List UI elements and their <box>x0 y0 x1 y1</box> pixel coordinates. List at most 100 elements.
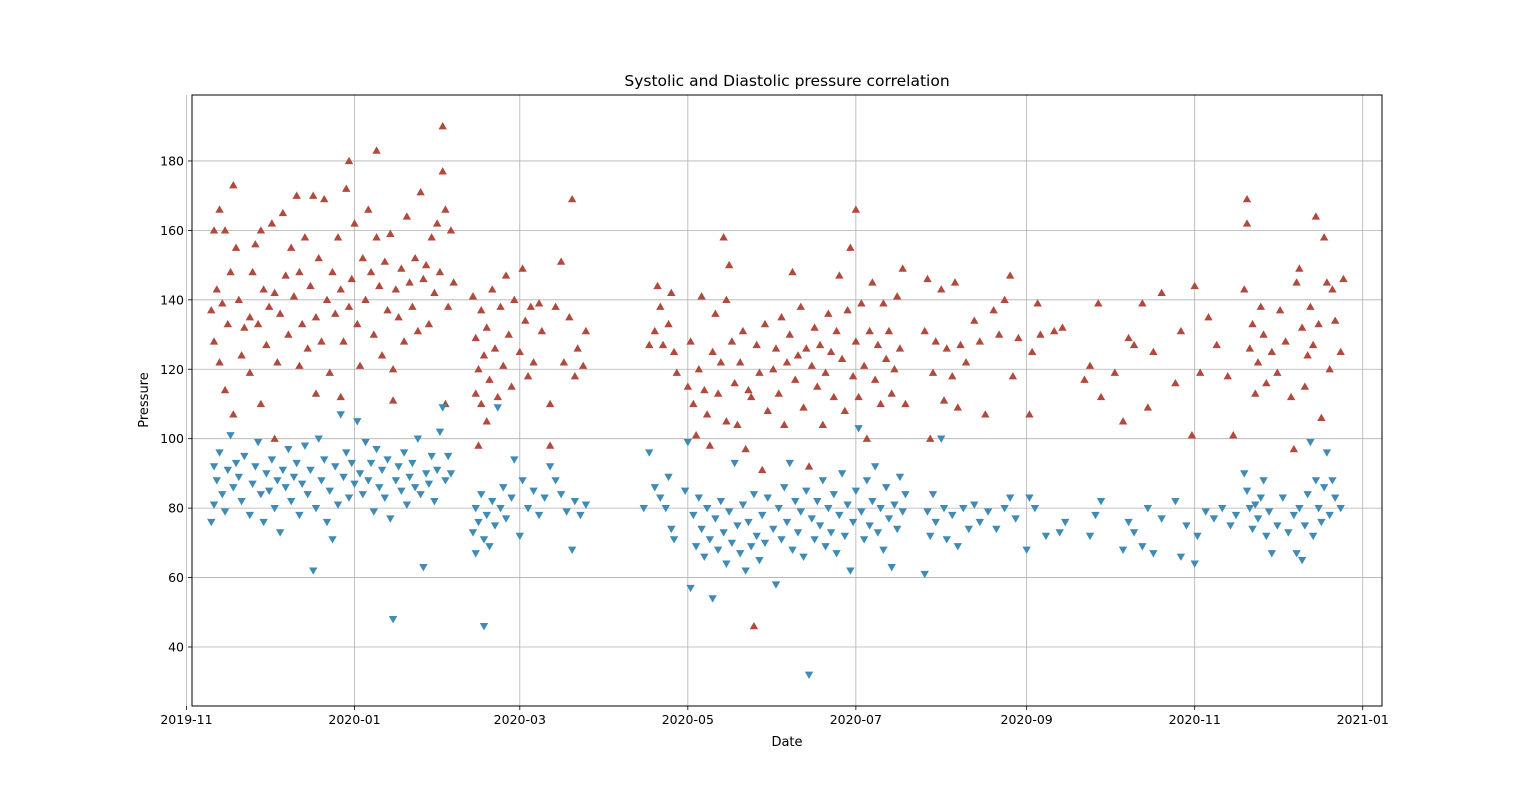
data-point-up <box>1281 337 1290 345</box>
data-point-down <box>824 504 833 513</box>
data-point-down <box>212 477 221 485</box>
data-point-down <box>581 501 591 509</box>
data-point-down <box>570 498 580 506</box>
data-point-down <box>639 504 648 513</box>
data-point-up <box>292 191 301 199</box>
data-point-up <box>989 306 998 314</box>
data-point-down <box>835 511 844 520</box>
plot-frame <box>191 94 1383 707</box>
data-point-down <box>959 504 968 513</box>
data-point-up <box>471 333 480 342</box>
data-point-up <box>851 337 861 345</box>
data-point-down <box>391 477 401 485</box>
data-point-up <box>895 344 905 352</box>
data-point-up <box>1322 278 1332 286</box>
data-point-up <box>697 292 706 300</box>
data-point-up <box>755 368 764 376</box>
data-point-up <box>749 621 759 630</box>
data-point-up <box>405 278 414 286</box>
data-point-down <box>477 491 486 499</box>
data-point-up <box>691 431 701 439</box>
data-point-down <box>923 508 932 516</box>
data-point-down <box>1259 477 1268 485</box>
x-tick-label: 2020-07 <box>830 712 882 727</box>
data-point-up <box>835 271 844 279</box>
data-point-up <box>1027 347 1037 356</box>
data-point-up <box>658 340 668 349</box>
data-point-up <box>488 285 497 293</box>
data-point-down <box>479 536 489 544</box>
data-point-down <box>1011 515 1020 523</box>
data-point-up <box>479 351 489 359</box>
data-point-down <box>705 536 715 544</box>
data-point-down <box>746 543 756 551</box>
data-point-up <box>350 219 359 227</box>
data-point-down <box>256 491 266 499</box>
data-point-down <box>711 515 720 523</box>
data-point-down <box>207 518 216 527</box>
data-point-up <box>782 358 792 366</box>
data-point-up <box>256 226 266 234</box>
data-point-down <box>358 491 367 499</box>
y-tick-label: 180 <box>160 153 184 168</box>
data-point-up <box>424 319 434 328</box>
data-point-down <box>1149 550 1158 558</box>
data-point-up <box>937 285 946 293</box>
data-point-up <box>727 337 737 345</box>
data-point-up <box>1085 361 1095 369</box>
data-point-down <box>689 511 698 520</box>
data-point-down <box>320 456 329 464</box>
data-point-up <box>245 368 255 376</box>
data-point-down <box>567 546 577 554</box>
data-point-up <box>342 184 351 192</box>
data-point-up <box>752 340 761 349</box>
y-tick-label: 140 <box>160 292 184 307</box>
data-point-up <box>507 382 516 390</box>
data-point-down <box>278 466 288 475</box>
data-point-up <box>215 358 224 366</box>
data-point-up <box>848 372 858 380</box>
chart-title: Systolic and Diastolic pressure correlat… <box>624 72 949 90</box>
data-point-down <box>286 498 296 506</box>
data-point-down <box>303 491 312 499</box>
data-point-down <box>760 539 770 548</box>
data-point-down <box>427 452 436 461</box>
data-point-down <box>802 487 811 495</box>
data-point-up <box>207 306 216 314</box>
data-point-up <box>270 434 279 442</box>
data-point-down <box>1325 511 1334 520</box>
data-point-up <box>325 368 334 376</box>
data-point-up <box>281 271 290 279</box>
data-point-down <box>540 494 549 502</box>
data-point-up <box>1036 330 1045 338</box>
data-point-down <box>1297 557 1307 565</box>
data-point-up <box>923 274 932 283</box>
data-point-down <box>716 498 726 506</box>
data-point-up <box>521 316 530 324</box>
data-point-up <box>1223 372 1232 380</box>
data-point-up <box>333 233 343 241</box>
data-point-down <box>846 567 855 575</box>
data-point-down <box>226 432 235 440</box>
data-point-down <box>733 522 742 530</box>
data-point-down <box>901 491 910 499</box>
data-point-up <box>474 441 483 449</box>
data-point-down <box>870 463 880 471</box>
data-point-up <box>881 354 891 362</box>
data-point-down <box>237 498 246 506</box>
x-tick-label: 2020-11 <box>1169 712 1221 727</box>
data-point-down <box>926 532 935 541</box>
data-point-up <box>813 382 822 390</box>
data-point-down <box>879 546 888 554</box>
data-point-up <box>793 351 803 359</box>
data-point-up <box>397 264 406 272</box>
data-point-up <box>295 267 304 276</box>
data-point-down <box>267 456 277 464</box>
data-point-up <box>953 403 962 411</box>
data-point-up <box>526 302 536 310</box>
data-point-down <box>1317 518 1326 527</box>
data-point-down <box>645 449 654 457</box>
data-point-up <box>1300 382 1310 390</box>
data-point-down <box>771 581 781 589</box>
data-point-up <box>273 358 282 366</box>
